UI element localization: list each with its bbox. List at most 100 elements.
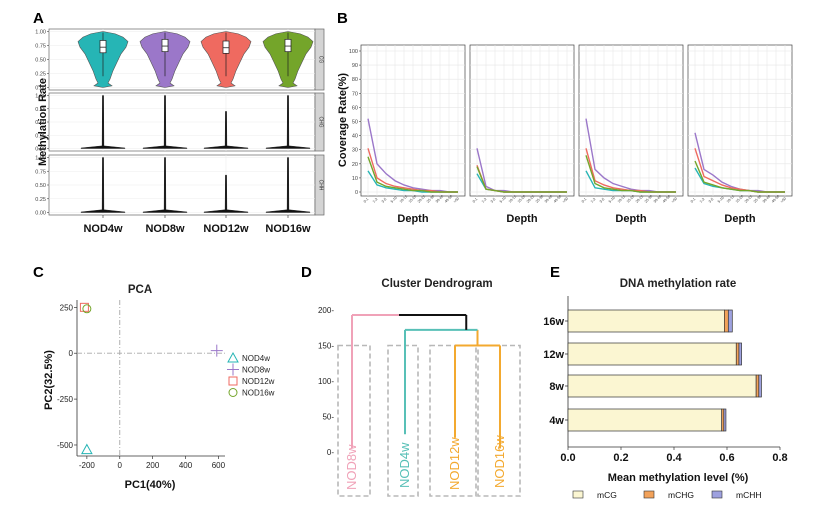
- x-tick-label: NOD16w: [265, 223, 311, 235]
- y-tick-label: 200-: [318, 306, 334, 315]
- y-tick-label: 50: [352, 120, 358, 126]
- box: [99, 40, 107, 54]
- x-tick-label: 1-3: [699, 197, 706, 204]
- coverage-line-nod16w: [476, 166, 567, 193]
- y-tick-label: 0.25: [35, 133, 46, 139]
- x-tick-label: 5-10: [717, 196, 725, 204]
- coverage-facet-4: 0-1 1-3 3-5 5-10 10-15 15-20 20-25 25-30 30-40 40…: [687, 44, 793, 225]
- y-tick-label: 0.75: [35, 107, 46, 113]
- y-tick-label: 1.00: [35, 94, 46, 100]
- bar-mchg-16w: [723, 309, 729, 333]
- x-tick-label: 3-5: [490, 197, 497, 204]
- facet-strip-label: CHG: [318, 116, 324, 127]
- violin-facet-cg: CG 0.00 0.25 0.50 0.75 1.00: [35, 28, 325, 92]
- y-tick-label: -250: [57, 395, 74, 404]
- x-tick-label: 5-10: [390, 196, 398, 204]
- y-tick-label: 0.75: [35, 44, 46, 50]
- bar-mcg-16w: [567, 309, 725, 333]
- legend-marker-nod12w: [228, 376, 238, 386]
- bar-mchg-8w: [755, 374, 760, 398]
- box: [284, 38, 292, 53]
- x-tick-label: 0-1: [581, 197, 588, 204]
- violin-nod16w: [265, 95, 311, 149]
- violin-nod4w: [80, 157, 126, 213]
- x-tick-label: 10-15: [508, 194, 517, 203]
- y-tick-label: 0.25: [35, 197, 46, 203]
- y-tick-label: 100-: [318, 377, 334, 386]
- y-axis-title: Methylation Rate: [37, 78, 49, 166]
- facet-strip-label: CHH: [318, 180, 324, 191]
- violin-nod8w: [142, 157, 188, 213]
- leaf-label-nod8w: NOD8w: [344, 444, 359, 490]
- panel-label-d: D: [301, 264, 312, 281]
- x-tick-label: 40-50: [662, 194, 671, 203]
- legend-marker-nod16w: [228, 388, 238, 397]
- x-tick-label: 15-20: [408, 194, 417, 203]
- x-tick-label: 3-5: [708, 197, 715, 204]
- y-tick-label: 30: [352, 148, 358, 154]
- x-tick-label: 0.2: [613, 452, 628, 464]
- legend-swatch-mchh: [711, 490, 723, 499]
- y-tick-label: 1.00: [35, 156, 46, 162]
- y-tick-label: 40: [352, 134, 358, 140]
- pca-point-nod12w: [79, 302, 89, 312]
- x-axis-title: Depth: [506, 213, 537, 225]
- legend-label-mchg: mCHG: [668, 490, 694, 500]
- leaf-label-nod16w: NOD16w: [492, 435, 507, 488]
- bar-mcg-4w: [567, 408, 723, 432]
- x-axis-title: Mean methylation level (%): [608, 472, 749, 484]
- x-tick-label: 40-50: [444, 194, 453, 203]
- x-tick-label: 5-10: [608, 196, 616, 204]
- x-tick-label: 25-30: [753, 194, 762, 203]
- x-tick-label: 1-3: [590, 197, 597, 204]
- y-tick-label: 0.25: [35, 72, 46, 78]
- violin-nod16w: [265, 157, 311, 213]
- legend-marker-nod4w: [227, 351, 239, 363]
- violin-facet-chg: CHG 0.00 0.25 0.50 0.75 1.00: [35, 92, 325, 153]
- x-axis-title: Depth: [615, 213, 646, 225]
- y-tick-label: 12w: [543, 349, 564, 361]
- box: [161, 38, 169, 53]
- bar-mcg-12w: [567, 342, 737, 366]
- y-tick-label: 60: [352, 105, 358, 111]
- y-tick-label: 0.00: [35, 211, 46, 217]
- y-tick-label: 1.00: [35, 30, 46, 36]
- y-tick-label: 8w: [549, 381, 564, 393]
- coverage-line-nod16w: [585, 155, 676, 193]
- y-tick-label: 0-: [327, 448, 334, 457]
- x-tick-label: 10-15: [617, 194, 626, 203]
- y-tick-label: 150-: [318, 342, 334, 351]
- x-tick-label: >50: [453, 197, 460, 204]
- x-tick-label: 30-40: [762, 194, 771, 203]
- coverage-facet-3: 0-1 1-3 3-5 5-10 10-15 15-20 20-25 25-30 30-40 40…: [578, 44, 684, 225]
- x-tick-label: 10-15: [726, 194, 735, 203]
- y-tick-label: 90: [352, 63, 358, 69]
- x-tick-label: 0.0: [560, 452, 575, 464]
- x-tick-label: 30-40: [653, 194, 662, 203]
- y-tick-label: 0: [69, 349, 74, 358]
- y-axis-title: PC2(32.5%): [43, 350, 55, 410]
- x-tick-label: 0.6: [719, 452, 734, 464]
- bar-mchh-4w: [723, 408, 727, 432]
- y-tick-label: 70: [352, 91, 358, 97]
- coverage-line-nod8w: [367, 118, 458, 193]
- x-tick-label: 40-50: [553, 194, 562, 203]
- pca-point-nod4w: [81, 443, 93, 455]
- legend-swatch-mchg: [643, 490, 655, 499]
- y-tick-label: 100: [349, 49, 358, 55]
- panel-e: E DNA methylation rate 16w 12w 8w 4w 0.0 0.2 0.4…: [543, 264, 787, 500]
- y-tick-label: 16w: [543, 316, 564, 328]
- x-tick-label: 20-25: [744, 194, 753, 203]
- legend-label-nod12w: NOD12w: [242, 377, 275, 386]
- x-tick-label: 3-5: [381, 197, 388, 204]
- x-axis-title: Depth: [724, 213, 755, 225]
- legend-label-nod8w: NOD8w: [242, 366, 270, 375]
- x-tick-label: NOD4w: [83, 223, 123, 235]
- chart-title: DNA methylation rate: [620, 278, 737, 290]
- x-tick-label: >50: [671, 197, 678, 204]
- coverage-facet-1: 0 10 20 30 40 50 60 70 80 90 100 0-1 1-3 3-5 5-10 10-15…: [349, 44, 466, 225]
- facet-strip-label: CG: [318, 56, 324, 64]
- legend-label-nod4w: NOD4w: [242, 354, 270, 363]
- y-tick-label: 20: [352, 162, 358, 168]
